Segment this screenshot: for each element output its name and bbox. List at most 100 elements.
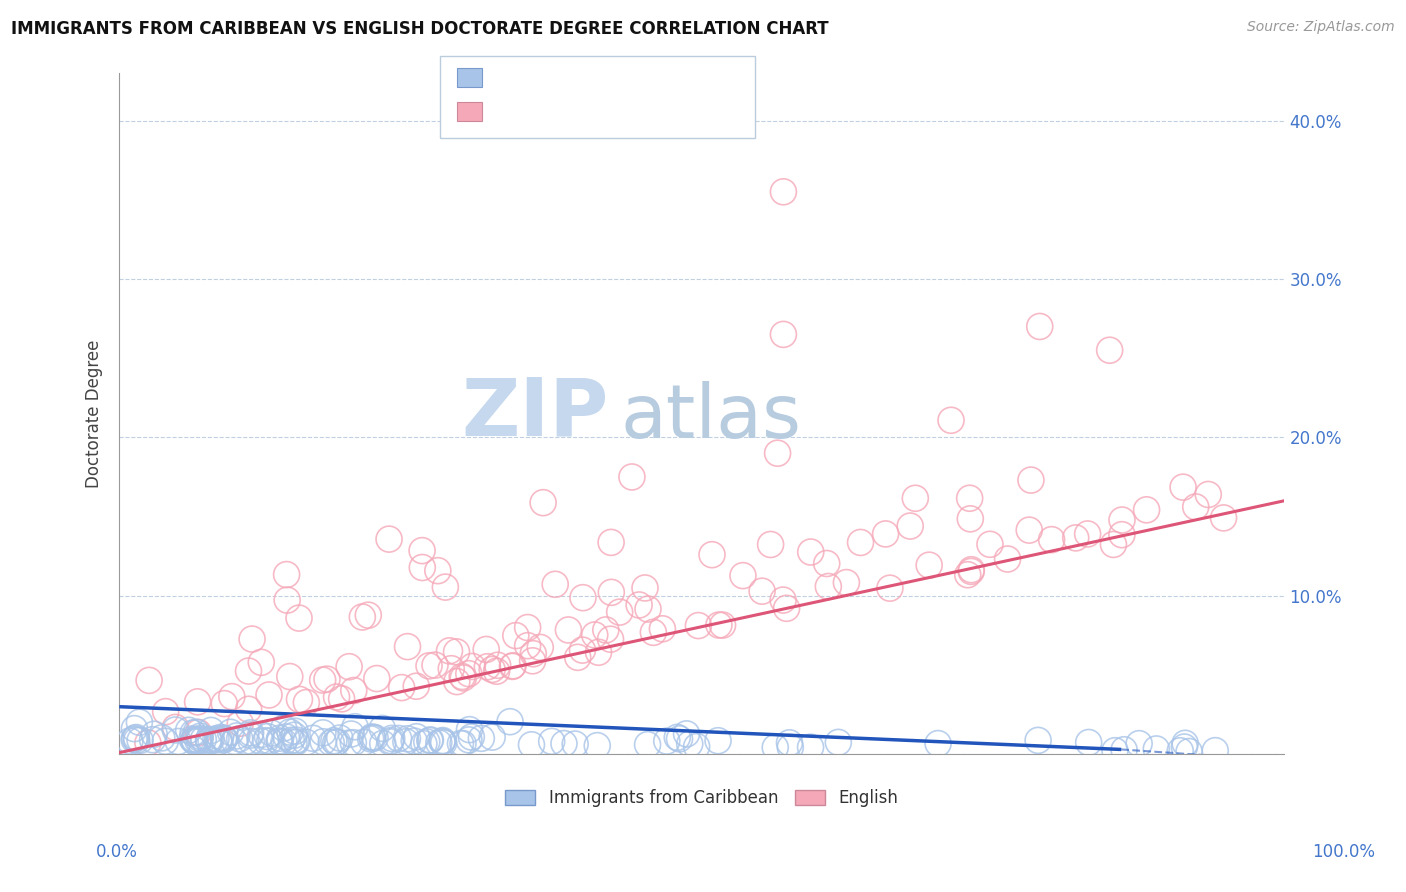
Point	[481, 662, 503, 676]
Point	[679, 737, 702, 751]
Point	[1204, 744, 1226, 758]
Point	[256, 730, 278, 744]
Point	[285, 733, 308, 747]
Point	[381, 731, 404, 746]
Point	[125, 733, 148, 747]
Point	[198, 734, 221, 748]
Point	[583, 628, 606, 642]
Point	[501, 659, 523, 673]
Point	[186, 725, 208, 739]
Point	[505, 629, 527, 643]
Point	[637, 602, 659, 616]
Point	[321, 736, 343, 750]
Point	[322, 733, 344, 747]
Point	[128, 715, 150, 730]
Point	[273, 721, 295, 735]
Point	[278, 725, 301, 739]
Point	[129, 733, 152, 747]
Point	[361, 731, 384, 745]
Point	[371, 737, 394, 751]
Point	[1040, 533, 1063, 547]
Point	[763, 740, 786, 755]
Point	[295, 696, 318, 710]
Point	[249, 734, 271, 748]
Point	[183, 733, 205, 747]
Point	[260, 726, 283, 740]
Point	[225, 729, 247, 743]
Point	[470, 731, 492, 746]
Point	[329, 731, 352, 745]
Point	[224, 734, 246, 748]
Point	[378, 532, 401, 546]
Point	[193, 732, 215, 747]
Y-axis label: Doctorate Degree: Doctorate Degree	[86, 340, 103, 488]
Point	[799, 740, 821, 755]
Point	[259, 734, 281, 748]
Point	[187, 725, 209, 739]
Point	[285, 735, 308, 749]
Point	[404, 734, 426, 748]
Point	[239, 728, 262, 742]
Point	[898, 519, 921, 533]
Point	[817, 580, 839, 594]
Point	[337, 659, 360, 673]
Point	[815, 557, 838, 571]
Point	[1104, 744, 1126, 758]
Point	[800, 545, 823, 559]
Point	[499, 714, 522, 729]
Point	[960, 565, 983, 579]
Point	[956, 567, 979, 582]
Point	[188, 729, 211, 743]
Point	[520, 738, 543, 752]
Point	[276, 730, 298, 744]
Point	[879, 581, 901, 595]
Point	[959, 491, 981, 506]
Point	[849, 535, 872, 549]
Point	[430, 734, 453, 748]
Point	[927, 737, 949, 751]
Point	[458, 732, 481, 747]
Point	[1077, 735, 1099, 749]
Point	[960, 563, 983, 577]
Point	[620, 470, 643, 484]
Point	[240, 632, 263, 646]
Point	[249, 727, 271, 741]
Point	[516, 639, 538, 653]
Point	[325, 736, 347, 750]
Point	[461, 659, 484, 673]
Point	[155, 705, 177, 719]
Point	[449, 737, 471, 751]
Point	[326, 735, 349, 749]
Point	[1098, 343, 1121, 358]
Point	[1102, 537, 1125, 551]
Point	[609, 605, 631, 619]
Point	[330, 691, 353, 706]
Point	[238, 664, 260, 678]
Point	[643, 625, 665, 640]
Text: 142: 142	[637, 69, 672, 87]
Point	[340, 727, 363, 741]
Point	[125, 731, 148, 745]
Point	[1144, 742, 1167, 756]
Point	[485, 664, 508, 678]
Point	[711, 618, 734, 632]
Point	[278, 669, 301, 683]
Point	[183, 732, 205, 747]
Point	[827, 735, 849, 749]
Point	[1135, 503, 1157, 517]
Point	[600, 585, 623, 599]
Point	[1171, 480, 1194, 494]
Point	[1184, 500, 1206, 514]
Point	[342, 736, 364, 750]
Point	[835, 575, 858, 590]
Point	[364, 731, 387, 745]
Point	[637, 738, 659, 752]
Point	[522, 654, 544, 668]
Point	[254, 733, 277, 747]
Point	[208, 734, 231, 748]
Point	[628, 598, 651, 612]
Point	[283, 736, 305, 750]
Point	[685, 739, 707, 754]
Point	[433, 736, 456, 750]
Point	[1128, 737, 1150, 751]
